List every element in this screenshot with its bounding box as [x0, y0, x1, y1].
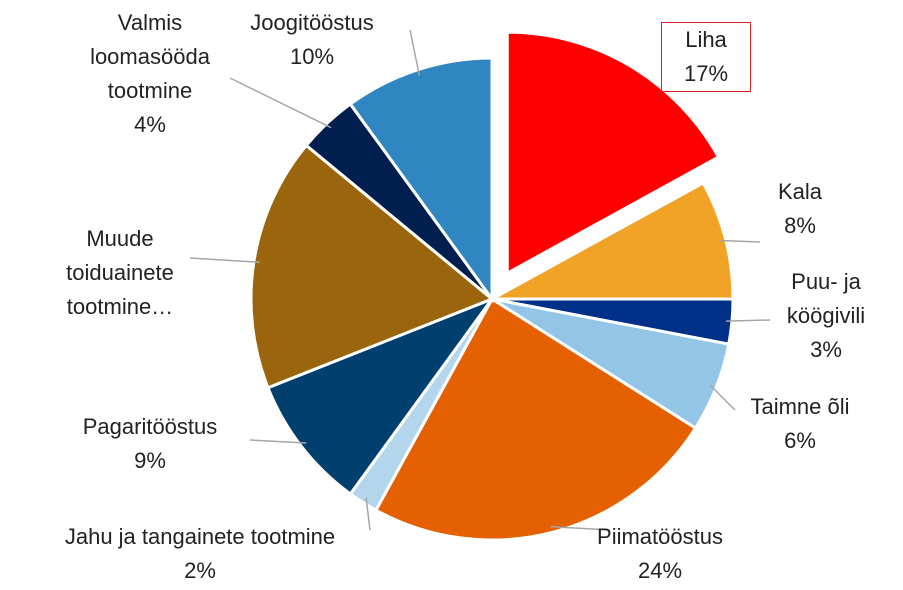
- slice-label: Jahu ja tangainete tootmine 2%: [0, 520, 410, 588]
- leader-line: [725, 319, 771, 322]
- leader-line: [719, 239, 761, 243]
- slice-label: Taimne õli 6%: [730, 390, 870, 458]
- value-label: 24%: [637, 558, 683, 583]
- category-label: Liha: [685, 27, 727, 52]
- pie-slice: [505, 30, 721, 276]
- slice-label: Piimatööstus 24%: [560, 520, 760, 588]
- category-label: Jahu ja tangainete tootmine: [64, 524, 336, 549]
- category-label: Joogitööstus: [250, 10, 374, 35]
- value-label: 2%: [184, 558, 216, 583]
- leader-line: [550, 525, 611, 531]
- value-label: 4%: [134, 112, 166, 137]
- leader-line: [409, 29, 421, 76]
- slice-label: Joogitööstus 10%: [222, 6, 402, 74]
- value-label: 3%: [810, 337, 842, 362]
- slice-label: Liha 17%: [661, 22, 751, 92]
- category-label: Puu- ja köögivili: [786, 269, 866, 328]
- category-label: Valmis loomasööda tootmine: [90, 10, 210, 103]
- leader-line: [709, 384, 736, 411]
- value-label: 17%: [683, 61, 729, 86]
- pie-slice: [491, 180, 735, 301]
- slice-label: Puu- ja köögivili 3%: [766, 265, 886, 367]
- pie-slice: [373, 296, 698, 542]
- leader-line: [249, 439, 307, 444]
- value-label: 6%: [784, 428, 816, 453]
- leader-line: [229, 77, 332, 129]
- value-label: 10%: [289, 44, 335, 69]
- leader-line: [365, 497, 371, 531]
- category-label: Piimatööstus: [597, 524, 723, 549]
- category-label: Taimne õli: [750, 394, 850, 419]
- pie-slice: [265, 295, 497, 497]
- slice-label: Muude toiduainete tootmine…: [45, 222, 195, 324]
- category-label: Muude toiduainete tootmine…: [66, 226, 174, 319]
- category-label: Pagaritööstus: [82, 414, 218, 439]
- leader-line: [189, 257, 260, 263]
- slice-label: Valmis loomasööda tootmine 4%: [60, 6, 240, 142]
- category-label: Kala: [777, 179, 823, 204]
- value-label: 9%: [134, 448, 166, 473]
- value-label: 8%: [784, 213, 816, 238]
- slice-label: Pagaritööstus 9%: [50, 410, 250, 478]
- slice-label: Kala 8%: [740, 175, 860, 243]
